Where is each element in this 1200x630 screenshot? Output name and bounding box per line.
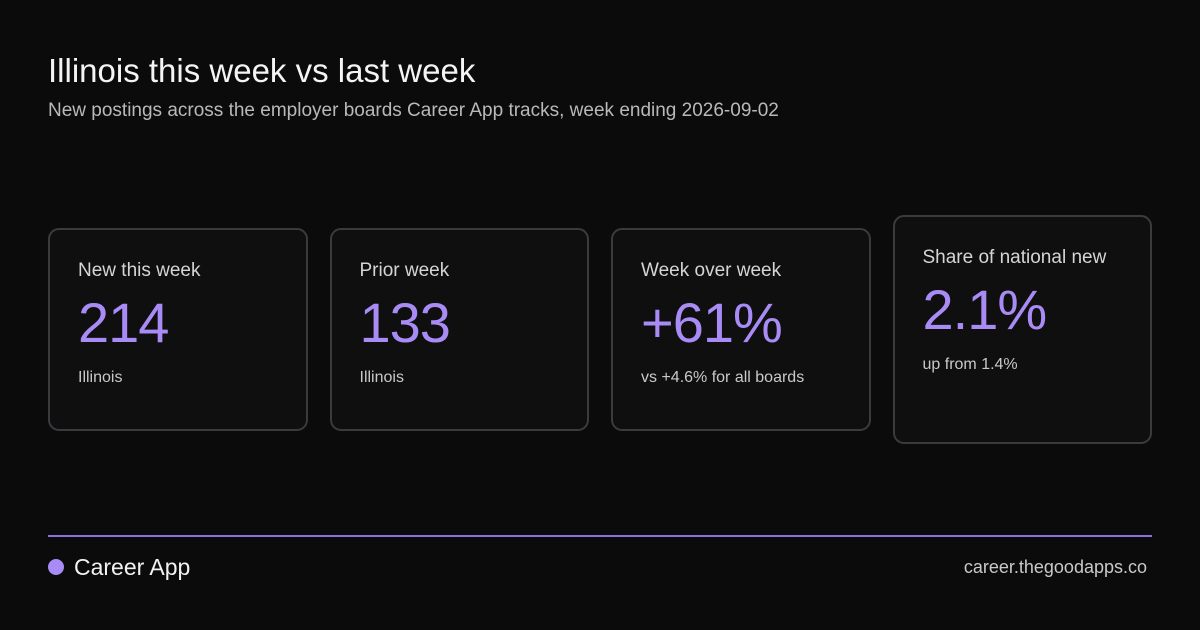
stat-card-note: vs +4.6% for all boards	[641, 369, 805, 386]
brand-dot-icon	[48, 559, 64, 575]
stat-card-value: 2.1%	[922, 278, 1048, 341]
stat-card-note: up from 1.4%	[922, 356, 1018, 373]
page-subtitle: New postings across the employer boards …	[48, 100, 779, 121]
site-url: career.thegoodapps.co	[963, 557, 1147, 577]
stat-card-prior-week: Prior week 133 Illinois	[329, 228, 589, 431]
stat-card-value: 133	[359, 291, 451, 354]
stat-card-note: Illinois	[78, 369, 123, 386]
stat-card-label: Share of national new	[922, 247, 1107, 268]
footer-divider	[48, 535, 1152, 537]
stat-card-week-over-week: Week over week +61% vs +4.6% for all boa…	[611, 228, 871, 431]
brand-name: Career App	[74, 554, 191, 580]
stat-cards: New this week 214 Illinois Prior week 13…	[48, 215, 1152, 444]
stat-card-value: 214	[78, 291, 169, 354]
stat-card-share-national: Share of national new 2.1% up from 1.4%	[892, 215, 1152, 444]
stat-card-label: Week over week	[641, 260, 782, 281]
brand: Career App	[48, 553, 190, 581]
stat-card-label: Prior week	[359, 260, 450, 281]
stat-card-new-this-week: New this week 214 Illinois	[48, 228, 308, 431]
page-title: Illinois this week vs last week	[48, 52, 476, 89]
stat-card-note: Illinois	[359, 369, 404, 386]
stat-card-label: New this week	[78, 260, 201, 281]
stat-card-value: +61%	[641, 291, 783, 354]
